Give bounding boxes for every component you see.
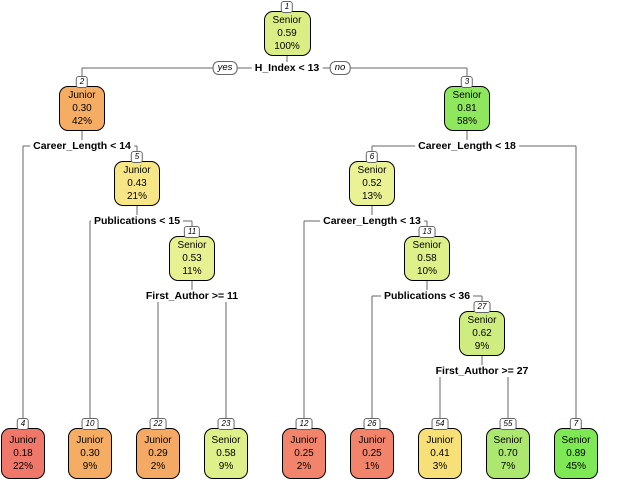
node-probability: 0.18 — [13, 448, 33, 459]
tree-node-26: Junior 0.25 1% — [350, 428, 394, 479]
node-class-label: Junior — [426, 435, 454, 446]
node-coverage: 13% — [361, 191, 382, 202]
node-id-badge: 5 — [130, 151, 144, 163]
tree-node-7: Senior 0.89 45% — [554, 428, 598, 479]
node-id-badge: 11 — [183, 226, 201, 238]
node-probability: 0.30 — [80, 448, 100, 459]
node-class-label: Senior — [272, 15, 302, 26]
node-id-badge: 13 — [418, 226, 436, 238]
node-id-badge: 23 — [217, 418, 235, 430]
node-probability: 0.58 — [216, 448, 236, 459]
tree-node-55: Senior 0.70 7% — [486, 428, 530, 479]
tree-node-10: Junior 0.30 9% — [68, 428, 112, 479]
node-probability: 0.53 — [182, 253, 202, 264]
node-probability: 0.30 — [72, 103, 92, 114]
node-coverage: 1% — [364, 461, 380, 472]
node-class-label: Senior — [561, 435, 591, 446]
node-id-badge: 6 — [365, 151, 379, 163]
branch-label-no: no — [329, 61, 351, 75]
node-id-badge: 26 — [363, 418, 381, 430]
node-class-label: Senior — [467, 315, 497, 326]
tree-node-22: Junior 0.29 2% — [136, 428, 180, 479]
node-probability: 0.29 — [148, 448, 168, 459]
tree-node-4: Junior 0.18 22% — [1, 428, 45, 479]
node-coverage: 45% — [565, 461, 586, 472]
node-probability: 0.25 — [362, 448, 382, 459]
node-id-badge: 27 — [473, 301, 491, 313]
node-coverage: 58% — [456, 116, 477, 127]
node-class-label: Junior — [76, 435, 104, 446]
node-class-label: Senior — [452, 90, 482, 101]
node-coverage: 21% — [126, 191, 147, 202]
node-id-badge: 12 — [295, 418, 313, 430]
node-id-badge: 1 — [280, 1, 294, 13]
tree-node-27: Senior 0.62 9% — [459, 311, 505, 356]
node-id-badge: 2 — [75, 76, 89, 88]
split-condition: First_Author >= 11 — [142, 290, 242, 302]
node-coverage: 9% — [474, 341, 490, 352]
node-class-label: Junior — [68, 90, 96, 101]
split-condition: Career_Length < 14 — [30, 140, 134, 152]
node-class-label: Junior — [123, 165, 151, 176]
node-class-label: Senior — [493, 435, 523, 446]
node-coverage: 10% — [416, 266, 437, 277]
node-coverage: 11% — [182, 266, 202, 277]
node-class-label: Junior — [144, 435, 172, 446]
tree-node-2: Junior 0.30 42% — [59, 86, 105, 131]
node-id-badge: 10 — [81, 418, 99, 430]
tree-node-1: Senior 0.59 100% — [263, 11, 311, 56]
node-coverage: 22% — [12, 461, 33, 472]
node-id-badge: 55 — [499, 418, 517, 430]
node-id-badge: 54 — [431, 418, 449, 430]
node-class-label: Senior — [211, 435, 241, 446]
node-class-label: Senior — [412, 240, 442, 251]
node-class-label: Junior — [358, 435, 386, 446]
tree-node-12: Junior 0.25 2% — [282, 428, 326, 479]
node-coverage: 2% — [296, 461, 312, 472]
node-coverage: 2% — [150, 461, 166, 472]
split-condition: Career_Length < 13 — [320, 215, 424, 227]
node-id-badge: 4 — [16, 418, 30, 430]
split-condition: H_Index < 13 — [251, 62, 323, 74]
node-probability: 0.59 — [277, 28, 297, 39]
tree-node-5: Junior 0.43 21% — [114, 161, 160, 206]
node-probability: 0.58 — [417, 253, 437, 264]
node-coverage: 7% — [500, 461, 516, 472]
tree-node-3: Senior 0.81 58% — [444, 86, 490, 131]
split-condition: Publications < 36 — [380, 290, 474, 302]
node-class-label: Senior — [357, 165, 387, 176]
split-condition: First_Author >= 27 — [432, 365, 532, 377]
tree-node-23: Senior 0.58 9% — [204, 428, 248, 479]
node-probability: 0.52 — [362, 178, 382, 189]
node-id-badge: 7 — [569, 418, 583, 430]
node-coverage: 42% — [71, 116, 92, 127]
tree-node-13: Senior 0.58 10% — [404, 236, 450, 281]
node-probability: 0.25 — [294, 448, 314, 459]
node-probability: 0.62 — [472, 328, 492, 339]
node-class-label: Junior — [290, 435, 318, 446]
node-probability: 0.89 — [566, 448, 586, 459]
split-condition: Publications < 15 — [90, 215, 184, 227]
tree-node-11: Senior 0.53 11% — [169, 236, 215, 281]
node-id-badge: 3 — [460, 76, 474, 88]
split-condition: Career_Length < 18 — [415, 140, 519, 152]
node-probability: 0.41 — [430, 448, 450, 459]
tree-node-54: Junior 0.41 3% — [418, 428, 462, 479]
node-id-badge: 22 — [149, 418, 167, 430]
node-coverage: 9% — [82, 461, 98, 472]
node-class-label: Junior — [9, 435, 37, 446]
node-probability: 0.70 — [498, 448, 518, 459]
branch-label-yes: yes — [212, 61, 238, 75]
tree-node-6: Senior 0.52 13% — [349, 161, 395, 206]
node-class-label: Senior — [177, 240, 207, 251]
node-coverage: 3% — [432, 461, 448, 472]
node-coverage: 9% — [218, 461, 234, 472]
node-probability: 0.81 — [457, 103, 477, 114]
node-probability: 0.43 — [127, 178, 147, 189]
node-coverage: 100% — [274, 41, 300, 52]
